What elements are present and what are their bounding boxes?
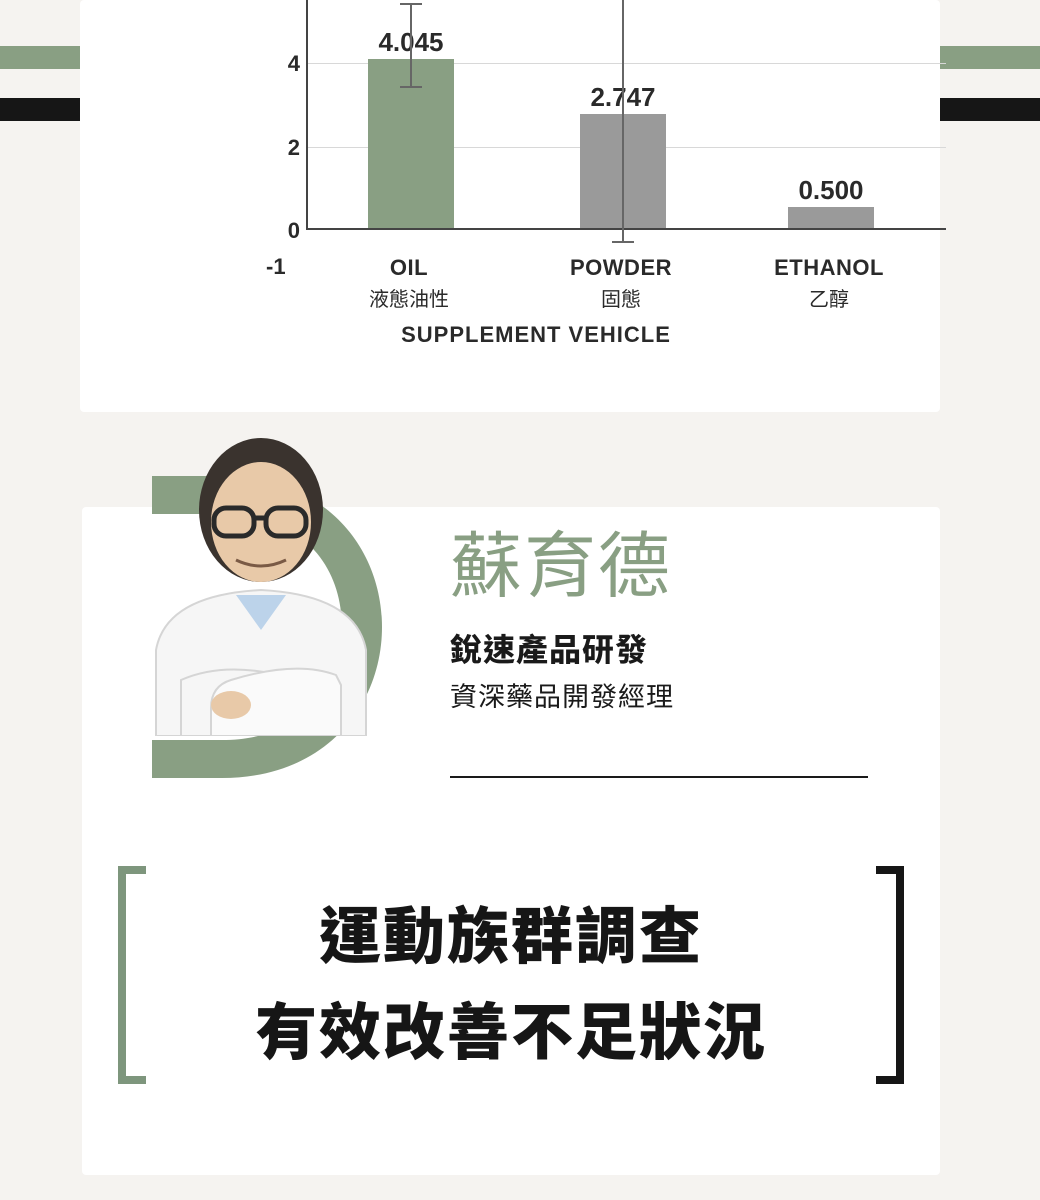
headline-text: 運動族群調查 有效改善不足狀況 [158, 886, 864, 1072]
error-cap [400, 3, 422, 5]
category-label-zh: 液態油性 [329, 283, 489, 312]
x-axis-title: SUPPLEMENT VEHICLE [156, 322, 916, 348]
chart-plot-area: 02464.0452.7470.500 [306, 0, 946, 230]
profile-name: 蘇育德 [450, 528, 870, 607]
profile-title: 資深藥品開發經理 [450, 675, 870, 714]
bar-ethanol [788, 207, 874, 228]
headline-line2: 有效改善不足狀況 [158, 982, 864, 1072]
error-cap [612, 241, 634, 243]
y-tick-label: 2 [268, 135, 300, 161]
error-bar [622, 0, 624, 241]
profile-divider [450, 776, 868, 778]
tick-minus1: -1 [266, 254, 286, 280]
y-tick-label: 0 [268, 218, 300, 244]
profile-department: 銳速產品研發 [450, 625, 870, 671]
chart-card: CHANGE IN MEAN SERUM 25 (NMOL/L)PER 100 … [80, 0, 940, 412]
error-cap [400, 86, 422, 88]
bar-value-label: 0.500 [761, 175, 901, 206]
category-label: OIL液態油性 [329, 255, 489, 312]
y-tick-label: 4 [268, 51, 300, 77]
profile-photo [136, 420, 381, 736]
headline-line1: 運動族群調查 [158, 886, 864, 976]
profile-text-block: 蘇育德 銳速產品研發 資深藥品開發經理 [450, 528, 870, 714]
category-label: ETHANOL乙醇 [749, 255, 909, 312]
category-label-en: ETHANOL [749, 255, 909, 281]
category-label-zh: 固態 [541, 283, 701, 312]
headline-section: 運動族群調查 有效改善不足狀況 [118, 866, 904, 1086]
category-label-zh: 乙醇 [749, 283, 909, 312]
error-bar [410, 3, 412, 86]
bracket-right-icon [876, 866, 904, 1084]
category-label-en: POWDER [541, 255, 701, 281]
category-label: POWDER固態 [541, 255, 701, 312]
supplement-vehicle-chart: CHANGE IN MEAN SERUM 25 (NMOL/L)PER 100 … [156, 0, 916, 300]
category-label-en: OIL [329, 255, 489, 281]
bracket-left-icon [118, 866, 146, 1084]
